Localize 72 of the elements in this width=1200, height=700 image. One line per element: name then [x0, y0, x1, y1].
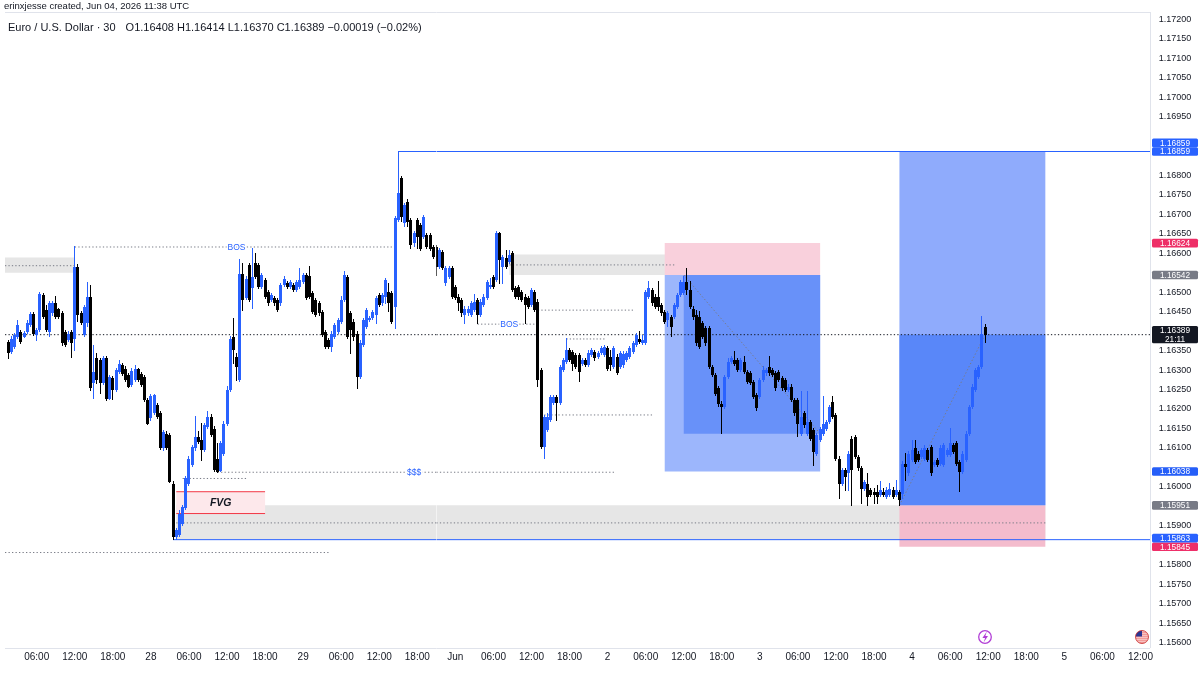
y-tick-label: 1.16624 — [1160, 238, 1191, 248]
text: O1.16408 H1.16414 L1.16370 C1.16389 −0.00019 (−0.02%) — [125, 21, 422, 33]
annotation: FVG — [209, 496, 232, 509]
y-tick-label: 1.15845 — [1160, 541, 1191, 552]
y-tick-label: 1.15700 — [1158, 598, 1192, 609]
x-tick-label: 06:00 — [176, 650, 202, 662]
ref-line-label: 1.15863 — [1160, 532, 1191, 543]
x-tick-label: 06:00 — [937, 650, 964, 662]
y-tick-label: 1.16700 — [1158, 208, 1192, 219]
x-tick-label: 18:00 — [100, 650, 126, 662]
x-tick-label: 12:00 — [518, 650, 545, 662]
y-tick-label: 1.16000 — [1158, 481, 1192, 492]
x-tick-label: 06:00 — [785, 650, 811, 662]
x-tick-label: 3 — [757, 650, 764, 662]
y-tick-label: 1.16750 — [1158, 189, 1192, 200]
y-tick-label: 1.16300 — [1158, 364, 1192, 375]
y-tick-label: 1.17050 — [1158, 72, 1192, 83]
y-tick-label: 1.17200 — [1158, 13, 1192, 24]
y-tick-label: 1.15951 — [1160, 500, 1191, 511]
y-tick-label: 1.16500 — [1158, 286, 1192, 297]
annotation: BOS — [227, 241, 246, 252]
y-tick-label: 1.16100 — [1158, 442, 1192, 453]
x-tick-label: Jun — [447, 650, 464, 662]
y-tick-label: 1.17100 — [1158, 52, 1192, 63]
text: 21:11 — [1164, 333, 1186, 344]
x-tick-label: 18:00 — [557, 650, 583, 662]
x-tick-label: 5 — [1061, 650, 1068, 662]
x-tick-label: 12:00 — [671, 650, 697, 662]
x-tick-label: 12:00 — [823, 650, 849, 662]
x-tick-label: 28 — [145, 650, 157, 662]
text: erinxjesse created, Jun 04, 2026 11:38 UTC — [4, 0, 190, 11]
x-tick-label: 12:00 — [214, 650, 240, 662]
y-tick-label: 1.16150 — [1158, 422, 1192, 433]
y-tick-label: 1.17150 — [1158, 33, 1192, 44]
y-tick-label: 1.16950 — [1158, 111, 1192, 122]
y-tick-label: 1.16200 — [1158, 403, 1192, 414]
y-tick-label: 1.16650 — [1158, 228, 1192, 239]
y-tick-label: 1.16038 — [1160, 466, 1191, 477]
y-tick-label: 1.15650 — [1158, 617, 1192, 628]
x-tick-label: 18:00 — [709, 650, 735, 662]
x-tick-label: 18:00 — [1013, 650, 1040, 662]
y-tick-label: 1.17000 — [1158, 91, 1192, 102]
x-tick-label: 18:00 — [861, 650, 888, 662]
annotation: BOS — [500, 319, 519, 330]
x-tick-label: 29 — [297, 650, 310, 662]
x-tick-label: 06:00 — [1089, 650, 1116, 662]
x-tick-label: 12:00 — [975, 650, 1002, 662]
x-tick-label: 06:00 — [328, 650, 355, 662]
y-tick-label: 1.16542 — [1160, 269, 1191, 280]
x-tick-label: 4 — [909, 650, 916, 662]
y-tick-label: 1.16859 — [1160, 146, 1191, 157]
y-tick-label: 1.15750 — [1158, 578, 1192, 589]
x-tick-label: 06:00 — [24, 650, 50, 662]
y-tick-label: 1.16800 — [1158, 169, 1192, 180]
y-tick-label: 1.16600 — [1158, 247, 1192, 258]
y-tick-label: 1.16450 — [1158, 306, 1192, 317]
text: Euro / U.S. Dollar · 30 — [8, 21, 116, 33]
x-tick-label: 12:00 — [366, 650, 393, 662]
y-tick-label: 1.16250 — [1158, 384, 1192, 394]
x-tick-label: 2 — [604, 650, 611, 662]
annotation: $$$ — [407, 467, 422, 478]
ref-line-label: 1.16389 — [1160, 325, 1191, 336]
x-tick-label: 18:00 — [252, 650, 279, 662]
x-tick-label: 18:00 — [404, 650, 431, 662]
x-tick-label: 06:00 — [633, 650, 659, 662]
y-tick-label: 1.16350 — [1158, 345, 1192, 356]
y-tick-label: 1.15600 — [1158, 637, 1192, 648]
y-tick-label: 1.15800 — [1158, 559, 1192, 570]
x-tick-label: 06:00 — [480, 650, 507, 662]
x-tick-label: 12:00 — [1127, 650, 1154, 662]
y-tick-label: 1.15900 — [1158, 520, 1192, 531]
x-tick-label: 12:00 — [62, 650, 88, 662]
